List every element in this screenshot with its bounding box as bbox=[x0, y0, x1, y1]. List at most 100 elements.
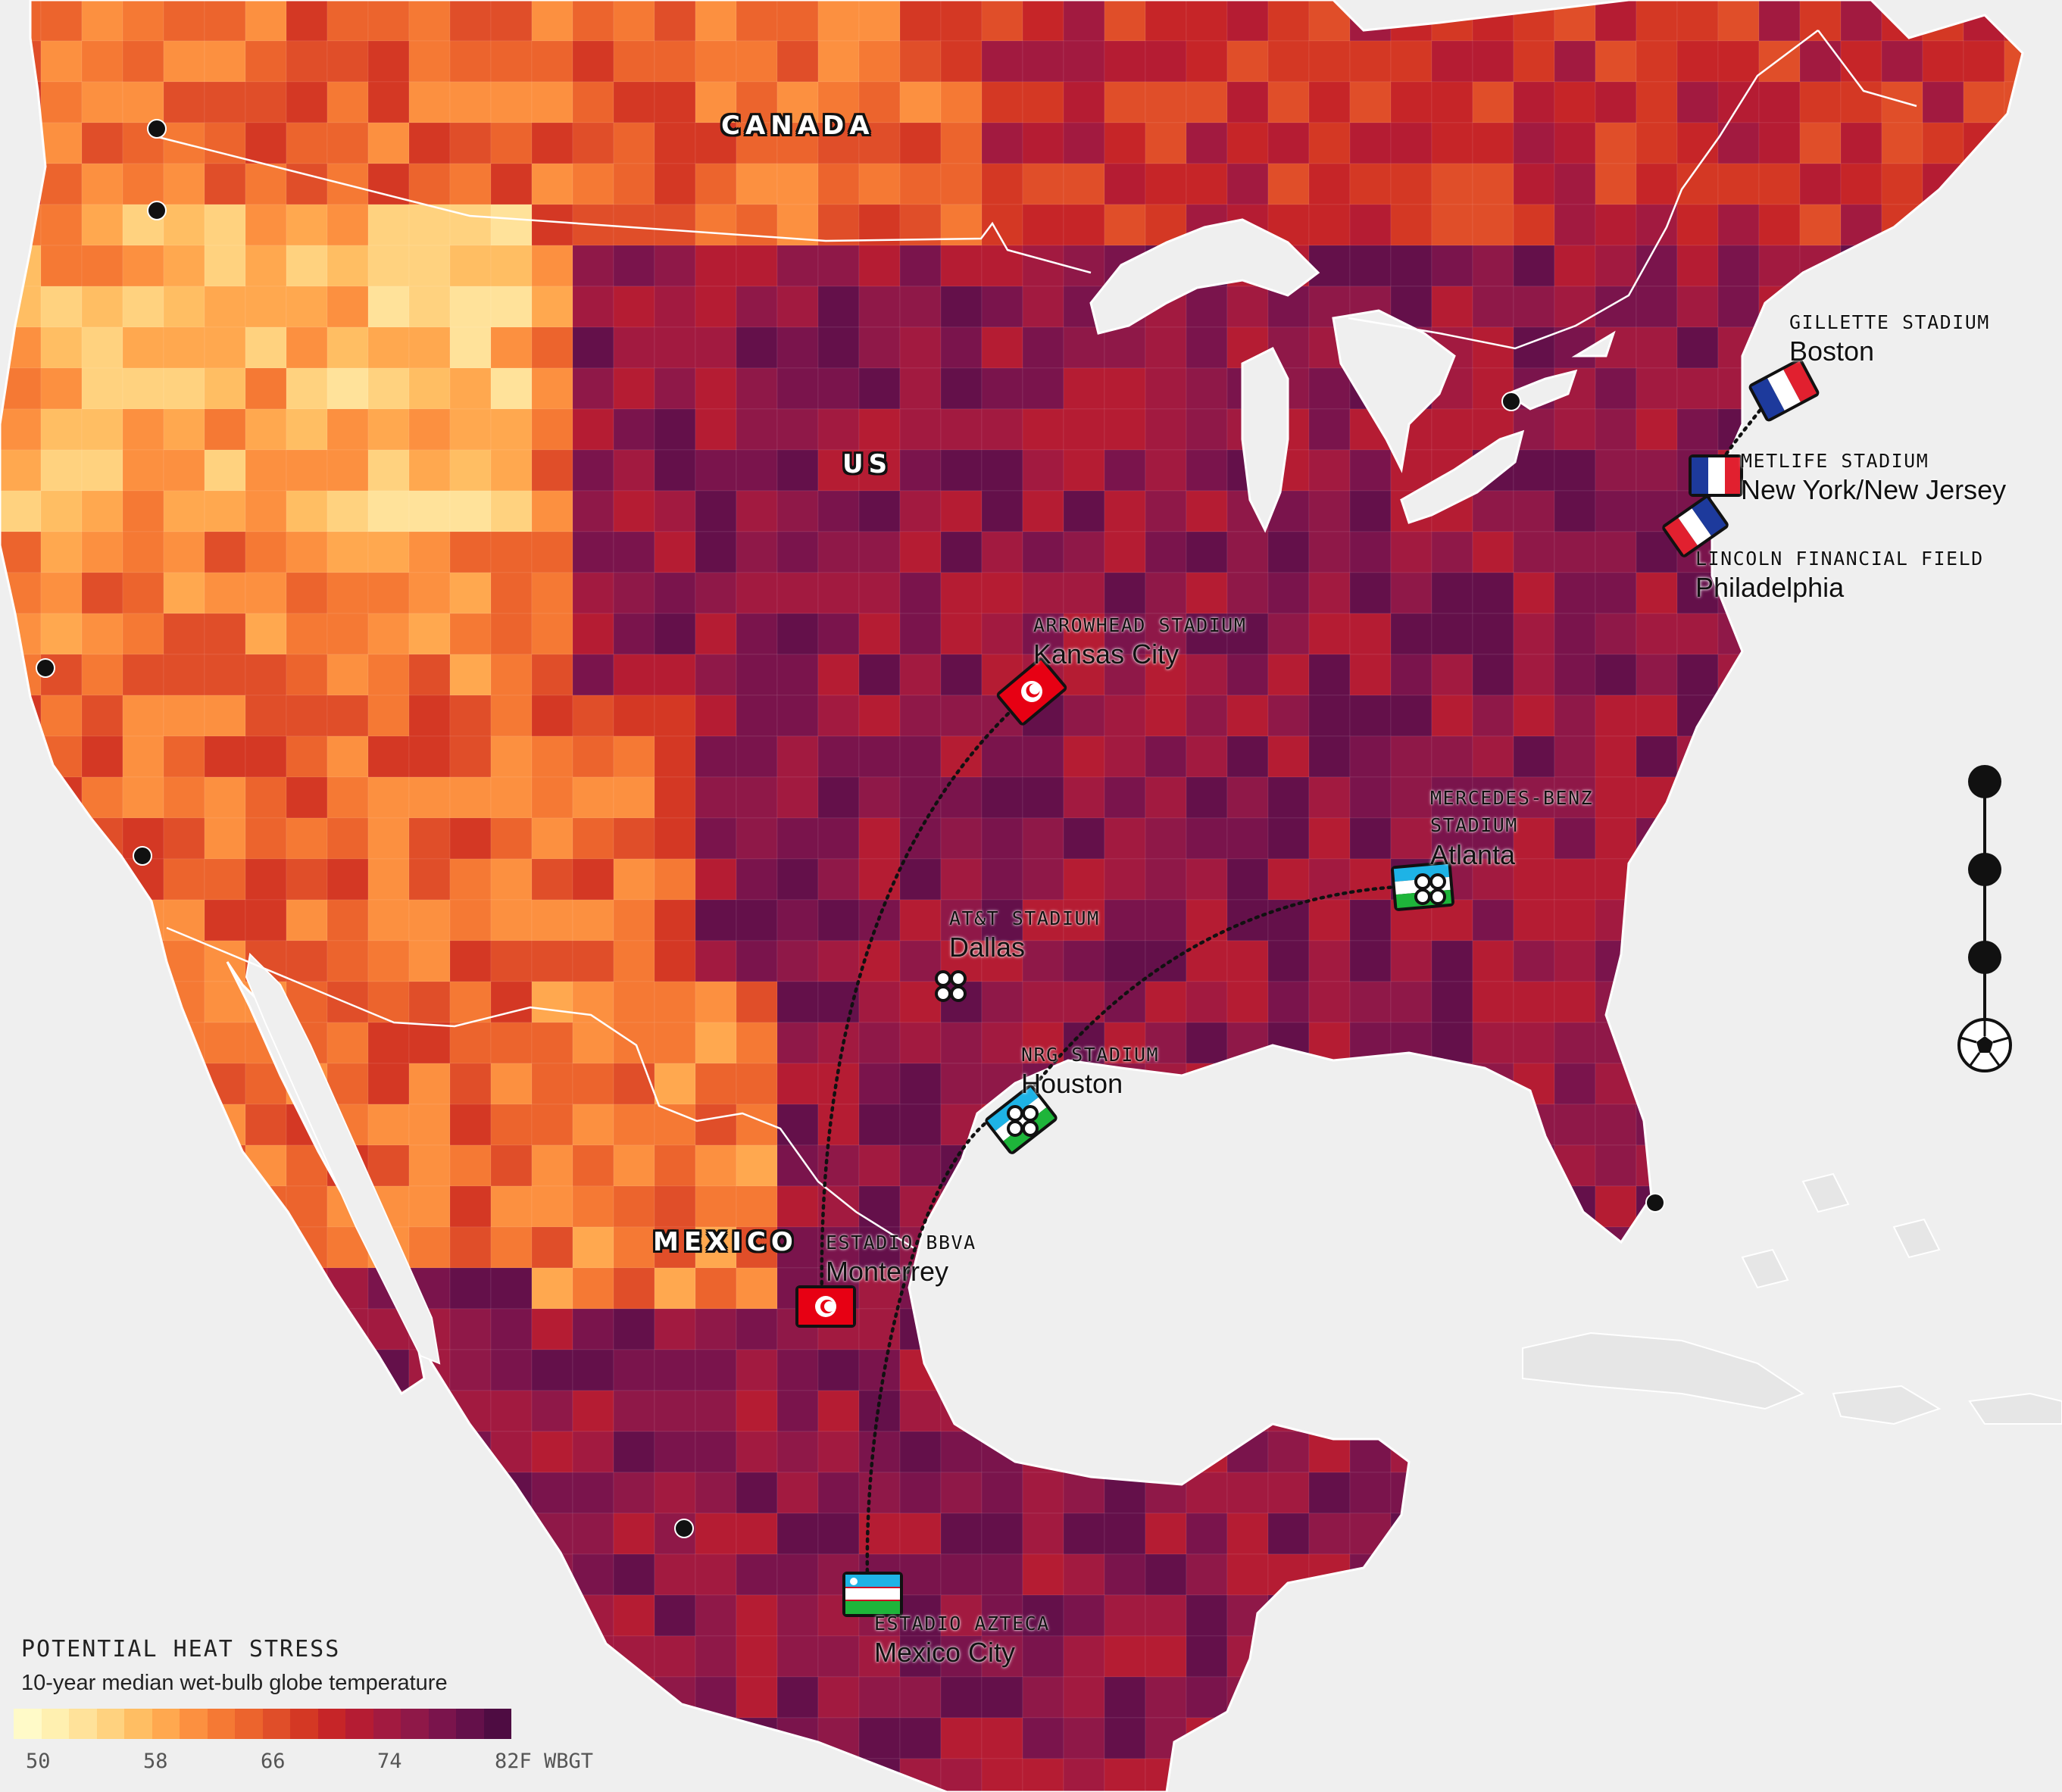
heat-cell bbox=[449, 286, 492, 328]
city-name: Atlanta bbox=[1430, 838, 1516, 870]
heat-cell bbox=[654, 1185, 696, 1228]
heat-cell bbox=[163, 695, 205, 737]
heat-cell bbox=[736, 245, 778, 287]
heat-cell bbox=[1145, 531, 1187, 573]
heat-cell bbox=[204, 163, 246, 205]
heat-cell bbox=[1922, 40, 1964, 83]
heat-cell bbox=[613, 81, 655, 123]
heat-cell bbox=[1063, 204, 1105, 246]
heat-cell bbox=[122, 408, 164, 451]
heat-cell bbox=[326, 245, 369, 287]
heat-cell bbox=[326, 735, 369, 778]
heat-cell bbox=[1022, 776, 1064, 819]
heat-cell bbox=[1554, 695, 1596, 737]
heat-cell bbox=[981, 0, 1023, 42]
stadium-name: ESTADIO AZTECA bbox=[874, 1612, 1050, 1634]
heat-cell bbox=[1636, 204, 1678, 246]
heat-cell bbox=[204, 367, 246, 410]
heat-cell bbox=[490, 695, 533, 737]
heat-cell bbox=[899, 1063, 942, 1105]
heat-cell bbox=[940, 858, 983, 901]
timeline-dot-2[interactable] bbox=[1968, 853, 2001, 886]
timeline-dot-1[interactable] bbox=[1968, 765, 2001, 798]
heat-cell bbox=[695, 122, 737, 164]
heat-cell bbox=[940, 1758, 983, 1792]
heat-cell bbox=[736, 940, 778, 982]
great-lakes bbox=[1089, 218, 1616, 533]
heat-cell bbox=[326, 940, 369, 982]
timeline-dot-3[interactable] bbox=[1968, 941, 2001, 974]
heat-cell bbox=[81, 40, 123, 83]
heat-cell bbox=[449, 1349, 492, 1391]
heat-cell bbox=[1472, 613, 1514, 655]
heat-cell bbox=[613, 654, 655, 696]
heat-cell bbox=[776, 654, 819, 696]
heat-cell bbox=[1063, 613, 1105, 655]
heat-cell bbox=[1145, 81, 1187, 123]
heat-cell bbox=[163, 613, 205, 655]
heat-cell bbox=[490, 531, 533, 573]
heat-cell bbox=[1063, 1472, 1105, 1514]
heat-cell bbox=[1022, 367, 1064, 410]
heat-cell bbox=[1145, 163, 1187, 205]
legend-swatch bbox=[483, 1709, 511, 1739]
heat-cell bbox=[122, 776, 164, 819]
heat-cell bbox=[981, 122, 1023, 164]
heat-cell bbox=[1186, 122, 1228, 164]
heat-cell bbox=[531, 531, 573, 573]
heat-cell bbox=[1063, 1717, 1105, 1759]
heat-cell bbox=[245, 613, 287, 655]
heat-cell bbox=[163, 367, 205, 410]
heat-cell bbox=[572, 408, 614, 451]
heat-cell bbox=[1104, 204, 1146, 246]
heat-cell bbox=[1840, 122, 1882, 164]
heat-cell bbox=[1308, 163, 1351, 205]
heat-cell bbox=[1186, 286, 1228, 328]
heat-cell bbox=[1554, 531, 1596, 573]
heat-cell bbox=[736, 1267, 778, 1310]
heat-cell bbox=[245, 817, 287, 860]
heat-cell bbox=[1554, 899, 1596, 941]
heat-cell bbox=[776, 367, 819, 410]
heat-cell bbox=[1267, 1431, 1310, 1473]
heat-cell bbox=[940, 899, 983, 941]
heat-cell bbox=[408, 1022, 451, 1064]
heat-cell bbox=[736, 1063, 778, 1105]
heat-cell bbox=[204, 899, 246, 941]
lauburu-icon-dallas bbox=[935, 970, 967, 1002]
heat-cell bbox=[326, 490, 369, 532]
heat-cell bbox=[1186, 408, 1228, 451]
heat-cell bbox=[858, 367, 901, 410]
heat-cell bbox=[245, 572, 287, 614]
heat-cell bbox=[1513, 735, 1555, 778]
heat-cell bbox=[531, 654, 573, 696]
heat-cell bbox=[1431, 981, 1473, 1023]
heat-cell bbox=[286, 776, 328, 819]
heat-cell bbox=[695, 940, 737, 982]
heat-cell bbox=[81, 531, 123, 573]
heat-cell bbox=[940, 531, 983, 573]
heat-cell bbox=[899, 654, 942, 696]
heat-cell bbox=[408, 572, 451, 614]
heat-cell bbox=[1472, 81, 1514, 123]
heat-cell bbox=[736, 1308, 778, 1350]
heat-cell bbox=[1063, 531, 1105, 573]
heat-cell bbox=[654, 40, 696, 83]
heat-cell bbox=[326, 572, 369, 614]
heat-cell bbox=[490, 1349, 533, 1391]
heat-cell bbox=[654, 817, 696, 860]
legend-tick: 66 bbox=[261, 1750, 286, 1773]
soccer-ball-icon[interactable] bbox=[1957, 1018, 2012, 1072]
heat-cell bbox=[81, 286, 123, 328]
heat-cell bbox=[654, 449, 696, 492]
heat-cell bbox=[613, 1308, 655, 1350]
heat-cell bbox=[1267, 940, 1310, 982]
heat-cell bbox=[572, 940, 614, 982]
heat-cell bbox=[1554, 981, 1596, 1023]
heat-cell bbox=[163, 654, 205, 696]
heat-cell bbox=[490, 122, 533, 164]
heat-cell bbox=[1390, 735, 1432, 778]
heat-cell bbox=[1390, 245, 1432, 287]
heat-cell bbox=[1267, 0, 1310, 42]
heat-cell bbox=[695, 286, 737, 328]
